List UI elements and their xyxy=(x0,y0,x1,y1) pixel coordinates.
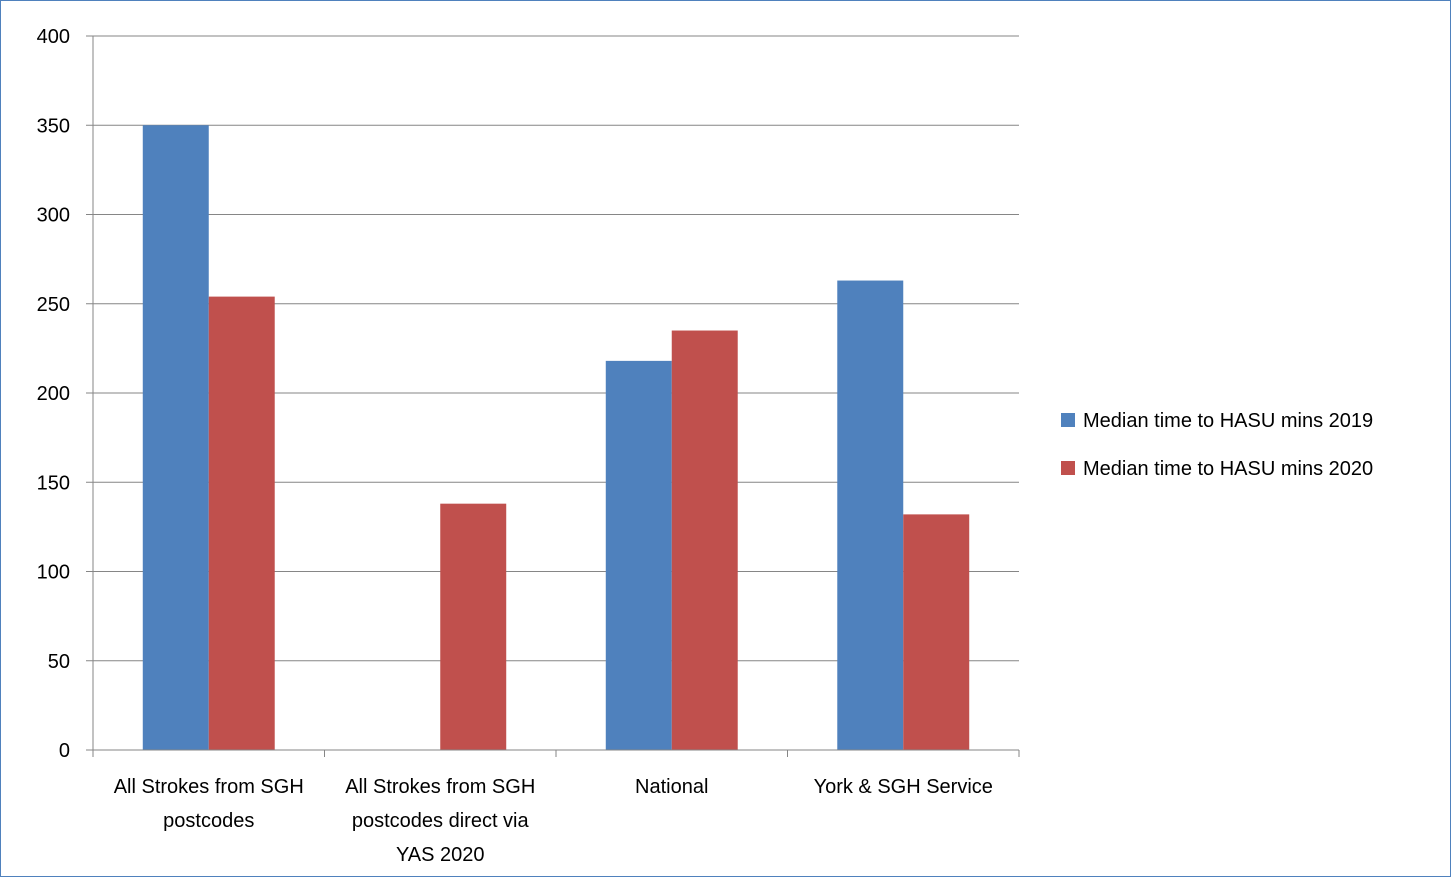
bar-series1 xyxy=(837,280,904,750)
y-tick-label: 250 xyxy=(37,294,70,316)
y-tick-label: 150 xyxy=(37,472,70,494)
x-category-label-line: All Strokes from SGH xyxy=(114,776,304,798)
y-tick-label: 100 xyxy=(37,562,70,584)
x-category-label: All Strokes from SGH postcodes xyxy=(114,776,304,832)
legend: Median time to HASU mins 2019 Median time… xyxy=(1061,410,1373,480)
y-axis-tick-labels: 0 50 100 150 200 250 300 350 400 xyxy=(37,26,70,762)
y-tick-label: 0 xyxy=(59,740,70,762)
x-category-label: York & SGH Service xyxy=(814,776,993,798)
x-category-label-line: All Strokes from SGH xyxy=(345,776,535,798)
bar-series1 xyxy=(142,125,209,750)
y-tick-label: 350 xyxy=(37,115,70,137)
y-tick-label: 300 xyxy=(37,205,70,227)
bar-series2 xyxy=(671,330,738,750)
x-category-label-line: YAS 2020 xyxy=(396,844,485,866)
legend-label: Median time to HASU mins 2019 xyxy=(1083,410,1373,432)
y-tick-label: 400 xyxy=(37,26,70,48)
y-tick-label: 200 xyxy=(37,383,70,405)
axes xyxy=(86,35,1020,757)
bar-series2 xyxy=(440,503,507,750)
bar-series1 xyxy=(605,360,672,750)
x-category-label-line: National xyxy=(635,776,708,798)
x-category-label: All Strokes from SGH postcodes direct via… xyxy=(345,776,535,866)
bars xyxy=(142,125,970,750)
x-category-label: National xyxy=(635,776,708,798)
legend-swatch xyxy=(1061,413,1075,427)
x-category-label-line: York & SGH Service xyxy=(814,776,993,798)
y-tick-label: 50 xyxy=(48,651,70,673)
legend-label: Median time to HASU mins 2020 xyxy=(1083,458,1373,480)
x-category-label-line: postcodes direct via xyxy=(352,810,530,832)
bar-series2 xyxy=(208,296,275,750)
bar-series2 xyxy=(903,514,970,750)
legend-swatch xyxy=(1061,461,1075,475)
x-category-label-line: postcodes xyxy=(163,810,254,832)
